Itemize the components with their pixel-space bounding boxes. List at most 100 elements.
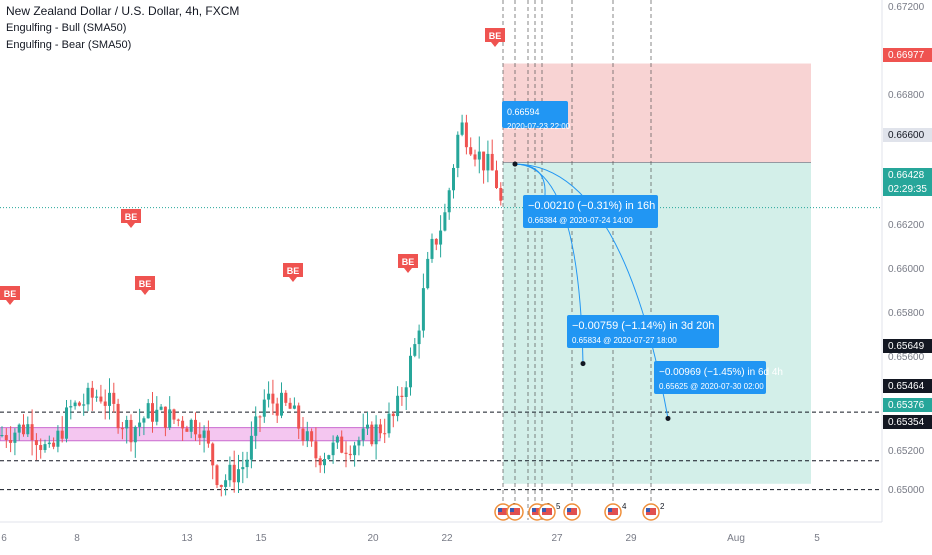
indicator-bear-label[interactable]: Engulfing - Bear (SMA50)	[6, 39, 132, 51]
candle-body	[133, 426, 137, 443]
candle-body	[421, 288, 425, 331]
event-count: 2	[660, 502, 665, 511]
price-label-bg	[883, 168, 932, 182]
callout-c1-line: 0.66384 @ 2020-07-24 14:00	[528, 216, 633, 225]
chart-title: New Zealand Dollar / U.S. Dollar, 4h, FX…	[6, 4, 240, 18]
candle-body	[73, 402, 77, 407]
price-label: 0.65464	[888, 381, 925, 392]
candle-body	[366, 424, 369, 429]
candle-body	[39, 445, 43, 451]
price-label-bg	[883, 398, 932, 412]
candle-body	[138, 422, 142, 427]
candle-body	[237, 469, 240, 483]
candle-body	[262, 399, 266, 417]
candle-body	[116, 403, 120, 429]
be-marker-label: BE	[4, 289, 17, 299]
candle-body	[60, 430, 64, 439]
candle-body	[297, 405, 301, 429]
callout-c3-line: 0.65625 @ 2020-07-30 02:00	[659, 382, 764, 391]
candle-body	[499, 188, 503, 201]
candle-body	[254, 416, 258, 436]
flag-icon-fill	[498, 508, 508, 515]
candle-body	[417, 330, 421, 345]
time-tick: 13	[181, 533, 193, 544]
candle-body	[400, 395, 404, 397]
candle-body	[353, 445, 357, 456]
candle-body	[108, 392, 111, 406]
candle-body	[447, 190, 451, 213]
be-marker-label: BE	[402, 257, 415, 267]
candle-body	[473, 154, 477, 160]
candle-body	[176, 419, 180, 421]
candle-body	[464, 122, 468, 148]
candle-body	[284, 392, 288, 403]
candle-body	[211, 443, 215, 466]
candle-body	[90, 387, 94, 398]
time-tick: 6	[1, 533, 7, 544]
price-label: 0.66428	[888, 170, 925, 181]
candle-body	[404, 387, 408, 397]
candle-body	[17, 424, 21, 433]
candle-body	[413, 344, 417, 356]
flag-icon-canton	[510, 508, 514, 512]
callout-start: 0.66594 2020-07-23 22:00	[502, 101, 571, 131]
price-axis-bg	[882, 0, 932, 550]
candle-body	[267, 393, 271, 400]
candle-body	[9, 440, 13, 443]
projection-point	[580, 361, 586, 367]
callout-c1-line: −0.00210 (−0.31%) in 16h	[528, 200, 655, 212]
candle-body	[374, 424, 378, 445]
candle-body	[486, 153, 490, 171]
callout-c3-box	[654, 361, 766, 394]
candle-body	[69, 406, 73, 408]
flag-icon-fill	[510, 508, 520, 515]
price-label: 0.65354	[888, 417, 925, 428]
candle-body	[357, 440, 361, 446]
candle-body	[245, 459, 249, 468]
candle-body	[86, 387, 90, 405]
candle-body	[189, 419, 193, 432]
candle-body	[47, 442, 51, 445]
candle-body	[348, 453, 352, 456]
time-tick: 29	[625, 533, 637, 544]
candle-body	[249, 435, 253, 460]
flag-icon-fill	[532, 508, 542, 515]
projection-origin	[512, 161, 518, 167]
be-marker: BE	[283, 263, 303, 282]
price-tick: 0.67200	[888, 2, 925, 13]
candle-body	[151, 403, 154, 422]
candle-body	[391, 413, 395, 417]
candle-body	[206, 430, 210, 444]
be-marker-label: BE	[489, 31, 502, 41]
candle-body	[181, 420, 185, 429]
candle-body	[52, 442, 56, 447]
candle-body	[327, 455, 331, 460]
flag-icon-canton	[498, 508, 502, 512]
flag-icon-canton	[532, 508, 536, 512]
candle-body	[163, 406, 167, 428]
candle-body	[26, 424, 30, 435]
time-tick: 8	[74, 533, 80, 544]
candle-body	[288, 402, 292, 409]
candle-body	[232, 464, 236, 483]
flag-icon-fill	[567, 508, 577, 515]
candle-body	[344, 452, 348, 454]
candle-body	[103, 401, 107, 406]
time-tick: 15	[255, 533, 267, 544]
candle-body	[65, 407, 68, 439]
candle-body	[456, 134, 460, 168]
indicator-bull-label[interactable]: Engulfing - Bull (SMA50)	[6, 22, 127, 34]
candle-body	[228, 464, 232, 481]
callout-c2-line: −0.00759 (−1.14%) in 3d 20h	[572, 320, 715, 332]
candle-body	[194, 419, 197, 435]
candle-body	[452, 167, 455, 191]
candle-body	[443, 212, 447, 231]
candle-body	[396, 395, 400, 417]
candle-body	[439, 230, 443, 245]
flag-icon-canton	[567, 508, 571, 512]
be-marker-shape	[121, 209, 141, 228]
be-marker-shape	[283, 263, 303, 282]
time-tick: 5	[814, 533, 820, 544]
